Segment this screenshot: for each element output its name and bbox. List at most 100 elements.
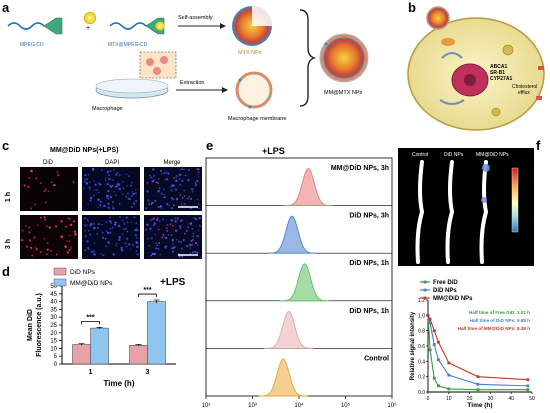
merge-dot	[170, 234, 173, 236]
legend-marker	[423, 280, 427, 284]
fluorescence-dot	[67, 217, 69, 219]
fluorescence-dot	[149, 174, 151, 177]
fluorescence-dot	[118, 238, 121, 242]
fluorescence-dot	[170, 197, 173, 199]
fluorescence-dot	[28, 226, 31, 229]
fluorescence-dot	[125, 173, 128, 176]
bar	[72, 344, 91, 365]
fluorescence-dot	[47, 190, 50, 193]
fluorescence-dot	[39, 251, 43, 254]
fluorescence-dot	[122, 228, 125, 231]
aorta-mm-did	[479, 160, 489, 264]
histogram-label: DiD NPs, 1h	[349, 260, 389, 267]
fluorescence-dot	[29, 240, 32, 242]
fluorescence-dot	[97, 206, 100, 208]
fluorescence-dot	[174, 188, 178, 191]
fluorescence-dot	[134, 233, 138, 237]
fluorescence-dot	[55, 253, 58, 256]
merge-dot	[173, 177, 175, 179]
fluorescence-dot	[102, 254, 105, 257]
fluorescence-dot	[196, 179, 199, 183]
col-label-merge: Merge	[163, 160, 181, 166]
x-tick-label: 10⁵	[341, 402, 351, 409]
fluorescence-dot	[150, 176, 153, 179]
col-label-did: DiD	[43, 160, 54, 166]
fluorescence-dot	[127, 243, 131, 246]
panel-label-b: b	[408, 0, 416, 15]
macrophage-membrane	[235, 71, 273, 109]
fluorescence-dot	[107, 177, 111, 181]
fluorescence-dot	[191, 251, 195, 254]
fluorescence-dot	[115, 244, 118, 247]
fluorescence-dot	[178, 225, 182, 228]
aorta-control	[415, 160, 425, 264]
fluorescence-dot	[84, 229, 86, 232]
fluorescence-dot	[84, 235, 87, 238]
fluorescence-dot	[121, 219, 124, 222]
half-life-annotation: Half time of DiD NPs: 5.88 h	[470, 318, 530, 323]
fluorescence-dot	[28, 231, 31, 234]
fluorescence-dot	[163, 196, 166, 199]
fluorescence-dot	[65, 225, 68, 229]
fluorescence-dot	[91, 251, 93, 253]
y-tick-label: 25	[50, 323, 57, 329]
fluorescence-dot	[198, 224, 201, 227]
fluorescence-dot	[33, 236, 36, 239]
signal-spot-1	[482, 164, 490, 172]
fluorescence-dot	[132, 192, 135, 195]
fluorescence-dot	[92, 222, 95, 225]
fluorescence-dot	[39, 216, 42, 219]
mm-mtx-nanoparticle	[320, 34, 368, 82]
fluorescence-dot	[109, 184, 111, 187]
fluorescence-dot	[162, 188, 165, 191]
fluorescence-dot	[107, 202, 110, 205]
fluorescence-dot	[83, 180, 87, 183]
fluorescence-dot	[189, 197, 193, 200]
fluorescence-dot	[114, 194, 117, 197]
fluorescence-dot	[109, 228, 112, 230]
fluorescence-dot	[144, 228, 148, 231]
fluorescence-dot	[106, 230, 108, 232]
fluorescence-dot	[50, 181, 53, 184]
y-axis-label: Mean DiD Fluorescence (a.u.)	[27, 293, 43, 357]
data-point	[437, 358, 440, 362]
fluorescence-dot	[107, 174, 110, 177]
fluorescence-dot	[116, 172, 119, 174]
fluorescence-dot	[135, 222, 138, 225]
merge-dot	[146, 223, 148, 226]
significance-stars: ***	[143, 287, 151, 294]
fluorescence-dot	[134, 229, 137, 232]
fluorescence-dot	[175, 179, 178, 183]
mtx-drug-loaded	[155, 21, 165, 31]
fluorescence-dot	[98, 191, 100, 194]
fluorescence-dot	[163, 172, 166, 175]
fluorescence-dot	[46, 242, 49, 245]
data-point	[447, 387, 451, 391]
fluorescence-dot	[99, 183, 102, 186]
fluorescence-dot	[133, 216, 136, 219]
merge-dot	[157, 182, 159, 184]
fluorescence-dot	[168, 205, 170, 207]
fluorescence-dot	[50, 249, 52, 252]
merge-dot	[172, 204, 175, 206]
merge-dot	[181, 219, 183, 221]
fluorescence-dot	[104, 237, 107, 240]
x-tick-label: 30	[488, 396, 494, 402]
col-label-dapi: DAPI	[105, 160, 119, 166]
fluorescence-dot	[179, 183, 182, 187]
panel-a: a MPEG-CD + MTX@MPEG-CD Self-assembly MT…	[2, 0, 369, 122]
data-point	[526, 388, 530, 392]
fluorescence-dot	[131, 243, 135, 247]
fluorescence-dot	[109, 220, 112, 223]
panel-label-d: d	[2, 264, 10, 279]
fluorescence-dot	[194, 183, 198, 187]
fluorescence-dot	[174, 217, 177, 219]
legend-label: DiD NPs	[70, 269, 96, 276]
mtx-drug	[83, 11, 97, 25]
fluorescence-dot	[179, 194, 182, 197]
fluorescence-dot	[54, 225, 58, 228]
fluorescence-dot	[25, 225, 27, 227]
merge-dot	[192, 239, 194, 241]
row-label-3h: 3 h	[5, 239, 12, 249]
